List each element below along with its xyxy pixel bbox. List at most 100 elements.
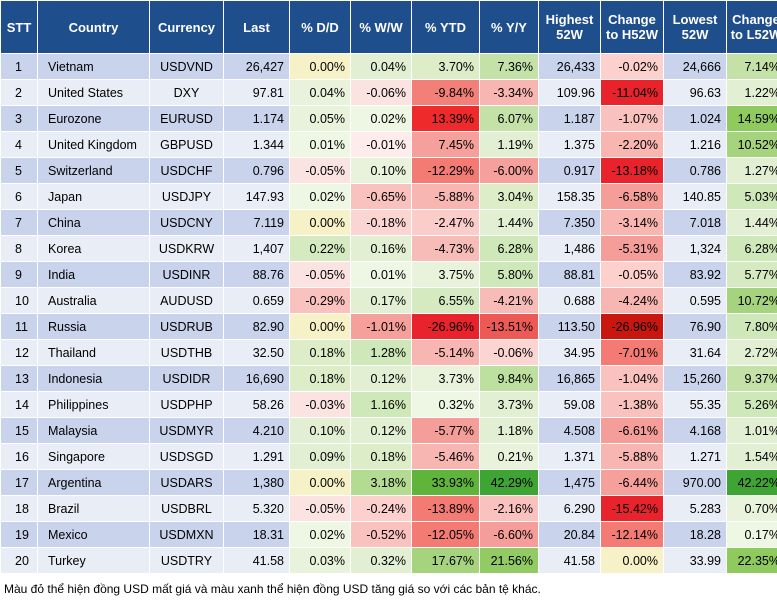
cell-ytd: -4.73%	[411, 235, 480, 262]
table-row[interactable]: 5 Switzerland USDCHF 0.796 -0.05% 0.10% -12.29…	[0, 157, 777, 184]
header-dd[interactable]: % D/D	[289, 0, 351, 54]
cell-ww: 0.16%	[350, 235, 412, 262]
table-row[interactable]: 11 Russia USDRUB 82.90 0.00% -1.01% -26.96% -13…	[0, 313, 777, 340]
table-row[interactable]: 16 Singapore USDSGD 1.291 0.09% 0.18% -5.46% 0.…	[0, 443, 777, 470]
cell-ww: 0.32%	[350, 547, 412, 574]
cell-highest-52w: 7.350	[538, 209, 601, 236]
cell-stt: 6	[0, 183, 38, 210]
cell-dd: 0.02%	[289, 521, 351, 548]
cell-currency: USDMYR	[149, 417, 224, 444]
cell-last: 16,690	[223, 365, 290, 392]
cell-dd: 0.22%	[289, 235, 351, 262]
header-country[interactable]: Country	[37, 0, 150, 54]
cell-stt: 8	[0, 235, 38, 262]
header-ytd[interactable]: % YTD	[411, 0, 480, 54]
cell-lowest-52w: 55.35	[663, 391, 727, 418]
cell-currency: GBPUSD	[149, 131, 224, 158]
cell-change-h52w: -0.05%	[600, 261, 664, 288]
cell-currency: USDVND	[149, 53, 224, 80]
cell-ww: 0.02%	[350, 105, 412, 132]
cell-currency: USDJPY	[149, 183, 224, 210]
cell-currency: USDKRW	[149, 235, 224, 262]
table-row[interactable]: 17 Argentina USDARS 1,380 0.00% 3.18% 33.93% 42…	[0, 469, 777, 496]
table-row[interactable]: 6 Japan USDJPY 147.93 0.02% -0.65% -5.88% 3.04%…	[0, 183, 777, 210]
cell-dd: 0.05%	[289, 105, 351, 132]
cell-last: 1,407	[223, 235, 290, 262]
table-row[interactable]: 20 Turkey USDTRY 41.58 0.03% 0.32% 17.67% 21.56…	[0, 547, 777, 574]
cell-country: Thailand	[37, 339, 150, 366]
cell-country: Turkey	[37, 547, 150, 574]
header-highest-52w[interactable]: Highest 52W	[538, 0, 601, 54]
header-ww[interactable]: % W/W	[350, 0, 412, 54]
cell-country: Korea	[37, 235, 150, 262]
header-change-h52w[interactable]: Change to H52W	[600, 0, 664, 54]
cell-stt: 20	[0, 547, 38, 574]
cell-country: Philippines	[37, 391, 150, 418]
table-row[interactable]: 1 Vietnam USDVND 26,427 0.00% 0.04% 3.70% 7.36%…	[0, 53, 777, 80]
cell-currency: USDPHP	[149, 391, 224, 418]
table-row[interactable]: 2 United States DXY 97.81 0.04% -0.06% -9.84% -…	[0, 79, 777, 106]
cell-lowest-52w: 1.024	[663, 105, 727, 132]
cell-dd: 0.10%	[289, 417, 351, 444]
table-row[interactable]: 19 Mexico USDMXN 18.31 0.02% -0.52% -12.05% -6.…	[0, 521, 777, 548]
color-legend-note: Màu đỏ thể hiện đồng USD mất giá và màu …	[4, 582, 541, 596]
cell-last: 1.174	[223, 105, 290, 132]
cell-ww: 3.18%	[350, 469, 412, 496]
cell-change-l52w: 7.14%	[726, 53, 777, 80]
cell-yy: -6.00%	[479, 157, 539, 184]
cell-dd: 0.09%	[289, 443, 351, 470]
cell-lowest-52w: 83.92	[663, 261, 727, 288]
cell-yy: -4.21%	[479, 287, 539, 314]
cell-highest-52w: 26,433	[538, 53, 601, 80]
header-lowest-52w[interactable]: Lowest 52W	[663, 0, 727, 54]
header-change-l52w[interactable]: Change to L52W	[726, 0, 777, 54]
cell-yy: 3.73%	[479, 391, 539, 418]
table-row[interactable]: 8 Korea USDKRW 1,407 0.22% 0.16% -4.73% 6.28% 1,…	[0, 235, 777, 262]
cell-change-l52w: 5.26%	[726, 391, 777, 418]
table-row[interactable]: 7 China USDCNY 7.119 0.00% -0.18% -2.47% 1.44% 7…	[0, 209, 777, 236]
cell-ytd: 7.45%	[411, 131, 480, 158]
table-body: 1 Vietnam USDVND 26,427 0.00% 0.04% 3.70% 7.36%…	[0, 53, 777, 574]
cell-last: 5.320	[223, 495, 290, 522]
cell-country: United States	[37, 79, 150, 106]
cell-lowest-52w: 5.283	[663, 495, 727, 522]
cell-ytd: 3.75%	[411, 261, 480, 288]
cell-highest-52w: 88.81	[538, 261, 601, 288]
cell-currency: USDCNY	[149, 209, 224, 236]
cell-stt: 13	[0, 365, 38, 392]
cell-highest-52w: 113.50	[538, 313, 601, 340]
table-row[interactable]: 18 Brazil USDBRL 5.320 -0.05% -0.24% -13.89% -2…	[0, 495, 777, 522]
header-currency[interactable]: Currency	[149, 0, 224, 54]
cell-currency: EURUSD	[149, 105, 224, 132]
table-row[interactable]: 3 Eurozone EURUSD 1.174 0.05% 0.02% 13.39% 6.07…	[0, 105, 777, 132]
cell-lowest-52w: 1.216	[663, 131, 727, 158]
cell-stt: 16	[0, 443, 38, 470]
header-last[interactable]: Last	[223, 0, 290, 54]
table-row[interactable]: 13 Indonesia USDIDR 16,690 0.18% 0.12% 3.73% 9.…	[0, 365, 777, 392]
header-stt[interactable]: STT	[0, 0, 38, 54]
cell-dd: 0.00%	[289, 209, 351, 236]
cell-stt: 2	[0, 79, 38, 106]
cell-lowest-52w: 31.64	[663, 339, 727, 366]
table-row[interactable]: 12 Thailand USDTHB 32.50 0.18% 1.28% -5.14% -0.…	[0, 339, 777, 366]
cell-ytd: -12.05%	[411, 521, 480, 548]
cell-dd: 0.01%	[289, 131, 351, 158]
table-row[interactable]: 15 Malaysia USDMYR 4.210 0.10% 0.12% -5.77% 1.1…	[0, 417, 777, 444]
table-row[interactable]: 10 Australia AUDUSD 0.659 -0.29% 0.17% 6.55% -4…	[0, 287, 777, 314]
header-yy[interactable]: % Y/Y	[479, 0, 539, 54]
table-row[interactable]: 14 Philippines USDPHP 58.26 -0.03% 1.16% 0.32%…	[0, 391, 777, 418]
table-row[interactable]: 4 United Kingdom GBPUSD 1.344 0.01% -0.01% 7.4…	[0, 131, 777, 158]
cell-dd: -0.05%	[289, 261, 351, 288]
cell-currency: USDARS	[149, 469, 224, 496]
table-row[interactable]: 9 India USDINR 88.76 -0.05% 0.01% 3.75% 5.80% 88…	[0, 261, 777, 288]
cell-ytd: -2.47%	[411, 209, 480, 236]
cell-change-h52w: -7.01%	[600, 339, 664, 366]
cell-yy: 5.80%	[479, 261, 539, 288]
cell-dd: 0.18%	[289, 339, 351, 366]
cell-change-l52w: 14.59%	[726, 105, 777, 132]
cell-dd: 0.03%	[289, 547, 351, 574]
cell-stt: 7	[0, 209, 38, 236]
cell-ytd: 17.67%	[411, 547, 480, 574]
cell-highest-52w: 59.08	[538, 391, 601, 418]
